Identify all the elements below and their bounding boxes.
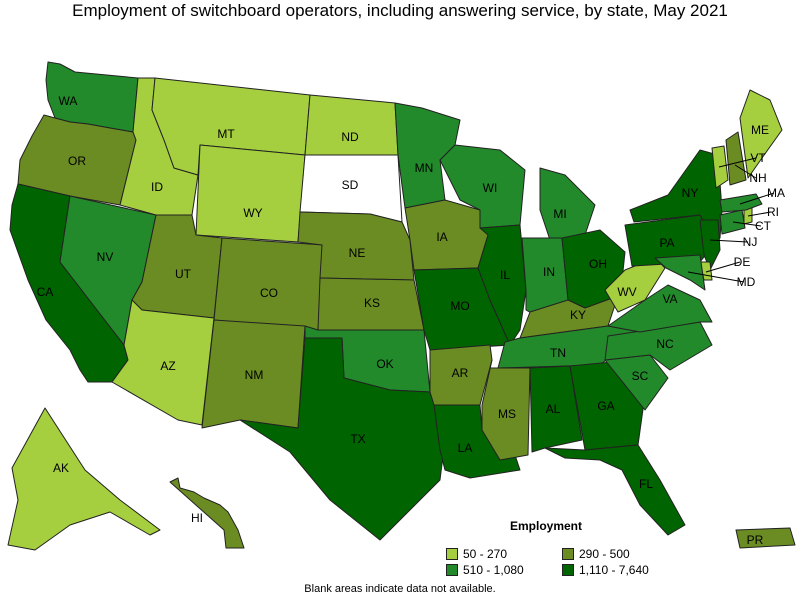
state-label-ok: OK	[376, 357, 393, 371]
state-label-al: AL	[546, 402, 561, 416]
state-label-id: ID	[151, 180, 163, 194]
state-label-az: AZ	[160, 359, 175, 373]
state-co	[213, 237, 325, 331]
state-label-ca: CA	[37, 285, 54, 299]
state-label-mt: MT	[217, 127, 235, 141]
legend-label-1: 50 - 270	[463, 547, 508, 561]
state-ct	[719, 209, 746, 235]
state-label-ga: GA	[597, 399, 614, 413]
state-label-wi: WI	[483, 181, 498, 195]
state-nh	[725, 131, 747, 186]
state-mi	[539, 167, 596, 241]
state-label-ia: IA	[436, 230, 447, 244]
legend-swatch-2	[562, 548, 574, 560]
legend-label-4: 1,110 - 7,640	[579, 563, 649, 577]
state-al	[529, 365, 583, 453]
state-wv	[604, 257, 666, 313]
leader-line-md	[687, 271, 745, 283]
state-label-il: IL	[500, 268, 510, 282]
state-label-pa: PA	[659, 236, 674, 250]
state-label-sc: SC	[632, 369, 649, 383]
leader-line-ct	[732, 221, 762, 227]
state-ma	[719, 193, 763, 213]
state-label-vt: VT	[750, 151, 766, 165]
state-label-ut: UT	[175, 267, 192, 281]
leader-line-nj	[709, 239, 749, 243]
state-nj	[699, 219, 721, 271]
state-fl	[544, 444, 686, 536]
legend-item-4: 1,110 - 7,640	[562, 563, 649, 577]
legend-item-1: 50 - 270	[446, 547, 507, 561]
state-label-ma: MA	[767, 186, 785, 200]
leader-line-vt	[718, 157, 757, 168]
state-label-pr: PR	[747, 533, 764, 547]
state-label-co: CO	[260, 286, 278, 300]
map-title: Employment of switchboard operators, inc…	[72, 1, 728, 20]
state-label-ar: AR	[452, 366, 469, 380]
state-tx	[239, 337, 446, 541]
state-label-sd: SD	[342, 178, 359, 192]
state-hi	[169, 477, 245, 549]
state-pr	[735, 527, 796, 549]
state-label-nm: NM	[245, 368, 264, 382]
state-label-in: IN	[543, 265, 555, 279]
legend-swatch-3	[446, 564, 458, 576]
state-label-md: MD	[737, 275, 756, 289]
state-label-nd: ND	[341, 130, 359, 144]
legend-item-3: 510 - 1,080	[446, 563, 524, 577]
state-label-ms: MS	[498, 407, 516, 421]
leader-line-nh	[734, 164, 757, 179]
state-label-nh: NH	[749, 171, 766, 185]
state-va	[607, 284, 713, 333]
state-wy	[195, 144, 306, 243]
state-label-or: OR	[68, 154, 86, 168]
state-label-va: VA	[662, 292, 677, 306]
state-label-nc: NC	[656, 337, 674, 351]
state-label-ct: CT	[755, 219, 772, 233]
state-label-me: ME	[751, 123, 769, 137]
footnote: Blank areas indicate data not available.	[304, 583, 496, 595]
state-label-nj: NJ	[743, 235, 758, 249]
legend-swatch-4	[562, 564, 574, 576]
legend-label-3: 510 - 1,080	[463, 563, 524, 577]
leader-line-ma	[739, 192, 775, 205]
state-label-mo: MO	[450, 299, 469, 313]
state-label-wa: WA	[59, 94, 78, 108]
legend-swatch-1	[446, 548, 458, 560]
state-label-ri: RI	[767, 205, 779, 219]
state-label-hi: HI	[191, 511, 203, 525]
state-ak	[7, 407, 161, 551]
state-label-wy: WY	[243, 206, 262, 220]
state-ms	[481, 359, 531, 461]
state-label-mi: MI	[553, 207, 566, 221]
leader-line-ri	[747, 211, 772, 217]
state-label-nv: NV	[97, 250, 114, 264]
state-label-ny: NY	[682, 186, 699, 200]
state-label-de: DE	[734, 255, 751, 269]
legend-title: Employment	[510, 519, 583, 533]
state-label-fl: FL	[639, 477, 653, 491]
state-label-ks: KS	[364, 296, 380, 310]
legend-item-2: 290 - 500	[562, 547, 630, 561]
state-label-tn: TN	[550, 346, 566, 360]
state-label-ne: NE	[349, 246, 366, 260]
state-label-tx: TX	[350, 432, 365, 446]
state-label-ak: AK	[53, 461, 69, 475]
state-label-oh: OH	[589, 257, 607, 271]
leader-line-de	[705, 261, 741, 273]
legend-label-2: 290 - 500	[579, 547, 630, 561]
state-me	[739, 89, 783, 179]
state-nd	[304, 94, 399, 156]
state-label-mn: MN	[415, 161, 434, 175]
state-label-wv: WV	[617, 285, 636, 299]
state-label-la: LA	[458, 441, 473, 455]
state-label-ky: KY	[570, 308, 586, 322]
state-md	[654, 254, 706, 291]
state-la	[433, 404, 521, 479]
